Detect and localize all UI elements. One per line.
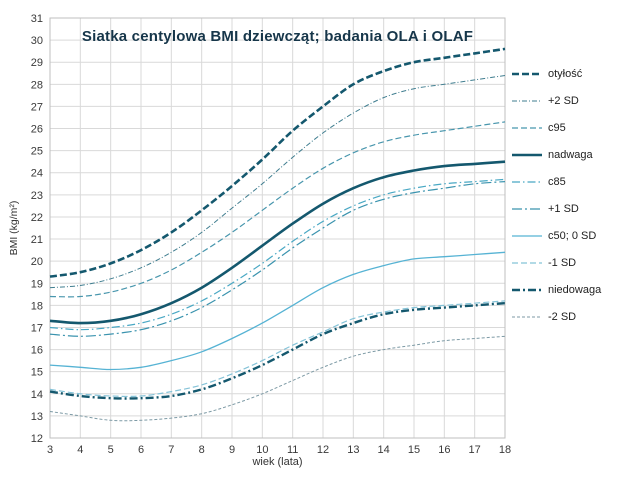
x-tick-label: 13 bbox=[347, 444, 359, 456]
x-tick-label: 11 bbox=[287, 444, 298, 456]
legend-line-sample bbox=[512, 262, 542, 264]
y-tick-label: 14 bbox=[31, 389, 43, 401]
x-tick-label: 6 bbox=[138, 444, 144, 456]
y-axis-label: BMI (kg/m²) bbox=[8, 200, 20, 256]
legend-label: c50; 0 SD bbox=[548, 230, 597, 242]
series-line-niedowaga bbox=[49, 302, 506, 400]
legend-line-sample bbox=[512, 153, 542, 157]
legend-item-nadwaga: nadwaga bbox=[512, 148, 638, 162]
chart-title: Siatka centylowa BMI dziewcząt; badania … bbox=[81, 28, 474, 45]
series-line-oty-o-- bbox=[49, 47, 506, 278]
legend-item-c50--0-sd: c50; 0 SD bbox=[512, 229, 638, 243]
y-tick-label: 31 bbox=[31, 13, 43, 25]
legend-line-sample bbox=[512, 127, 542, 129]
x-tick-label: 7 bbox=[168, 444, 174, 456]
x-tick-label: 8 bbox=[199, 444, 205, 456]
legend-item--1-sd: -1 SD bbox=[512, 256, 638, 270]
legend-line-sample bbox=[512, 181, 542, 183]
series-line-nadwaga bbox=[49, 160, 506, 325]
legend-line-sample bbox=[512, 316, 542, 318]
y-tick-label: 30 bbox=[31, 35, 43, 47]
series-line-c95 bbox=[49, 121, 506, 298]
x-tick-label: 5 bbox=[108, 444, 114, 456]
legend-label: +2 SD bbox=[548, 95, 579, 107]
x-tick-label: 10 bbox=[256, 444, 268, 456]
y-tick-label: 23 bbox=[31, 190, 43, 202]
y-tick-label: 28 bbox=[31, 79, 43, 91]
y-tick-label: 15 bbox=[31, 367, 43, 379]
legend-line-sample bbox=[512, 288, 542, 292]
y-tick-label: 16 bbox=[31, 345, 43, 357]
y-tick-label: 26 bbox=[31, 124, 43, 136]
legend-item-c85: c85 bbox=[512, 175, 638, 189]
legend-item-+1-sd: +1 SD bbox=[512, 202, 638, 216]
legend-line-sample bbox=[512, 72, 542, 76]
x-tick-label: 12 bbox=[317, 444, 329, 456]
y-tick-label: 12 bbox=[31, 433, 43, 445]
legend-item-oty-o--: otyłość bbox=[512, 67, 638, 81]
legend-line-sample bbox=[512, 235, 542, 237]
legend-line-sample bbox=[512, 208, 542, 210]
y-tick-label: 13 bbox=[31, 411, 43, 423]
legend-label: c95 bbox=[548, 122, 566, 134]
y-tick-label: 18 bbox=[31, 300, 43, 312]
legend-label: otyłość bbox=[548, 68, 583, 80]
legend-line-sample bbox=[512, 100, 542, 102]
x-tick-label: 18 bbox=[499, 444, 511, 456]
legend-label: -2 SD bbox=[548, 311, 577, 323]
chart-legend: otyłość +2 SD c95 nadwaga c85 +1 SD c50; 0 SD -… bbox=[512, 67, 638, 324]
x-tick-label: 17 bbox=[469, 444, 481, 456]
x-tick-label: 4 bbox=[77, 444, 83, 456]
legend-label: -1 SD bbox=[548, 257, 577, 269]
y-tick-label: 29 bbox=[31, 57, 43, 69]
legend-label: +1 SD bbox=[548, 203, 579, 215]
x-tick-label: 14 bbox=[378, 444, 390, 456]
series-line-+1-sd bbox=[49, 181, 506, 337]
x-tick-label: 15 bbox=[408, 444, 420, 456]
legend-item-niedowaga: niedowaga bbox=[512, 283, 638, 297]
y-tick-label: 21 bbox=[31, 234, 43, 246]
plot-border bbox=[49, 17, 506, 439]
y-tick-label: 17 bbox=[31, 322, 43, 334]
y-tick-label: 27 bbox=[31, 101, 43, 113]
x-axis-label: wiek (lata) bbox=[252, 456, 303, 468]
y-tick-label: 20 bbox=[31, 256, 43, 268]
series-line--1-sd bbox=[49, 300, 506, 398]
series-line--2-sd bbox=[49, 335, 506, 422]
legend-item--2-sd: -2 SD bbox=[512, 310, 638, 324]
legend-item-c95: c95 bbox=[512, 121, 638, 135]
y-tick-label: 22 bbox=[31, 212, 43, 224]
x-tick-label: 3 bbox=[47, 444, 53, 456]
series-line-c85 bbox=[49, 178, 506, 331]
x-tick-label: 16 bbox=[438, 444, 450, 456]
x-tick-label: 9 bbox=[229, 444, 235, 456]
legend-label: nadwaga bbox=[548, 149, 593, 161]
legend-item-+2-sd: +2 SD bbox=[512, 94, 638, 108]
legend-label: niedowaga bbox=[548, 284, 602, 296]
y-tick-label: 19 bbox=[31, 278, 43, 290]
legend-label: c85 bbox=[548, 176, 566, 188]
series-line-c50--0-sd bbox=[49, 251, 506, 371]
series-line-+2-sd bbox=[49, 75, 506, 289]
y-tick-label: 25 bbox=[31, 146, 43, 158]
y-tick-label: 24 bbox=[31, 168, 43, 180]
